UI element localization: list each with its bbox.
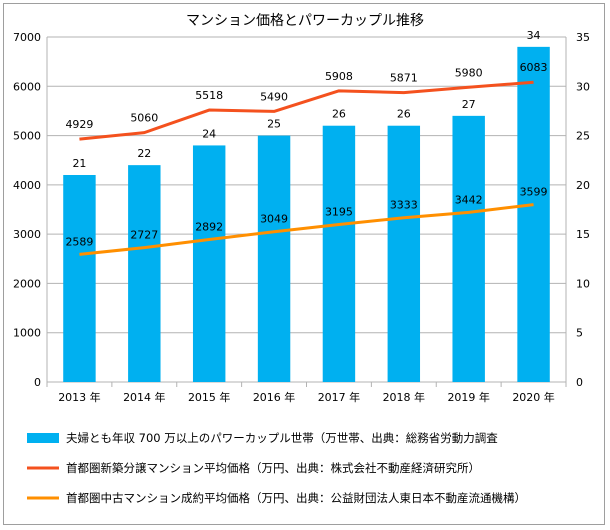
- right-axis-tick-label: 0: [576, 376, 583, 389]
- bar-series: [63, 46, 550, 382]
- line-series-path: [79, 80, 534, 141]
- legend-label: 首都圏中古マンション成約平均価格（万円、出典：公益財団法人東日本不動産流通機構）: [66, 491, 526, 505]
- line-series: [79, 80, 534, 256]
- legend-label: 首都圏新築分譲マンション平均価格（万円、出典：株式会社不動産経済研究所）: [66, 461, 480, 475]
- line-data-label: 5871: [390, 72, 418, 85]
- bar: [257, 135, 291, 382]
- chart-title: マンション価格とパワーカップル推移: [186, 13, 424, 29]
- left-axis-tick-label: 2000: [13, 277, 41, 290]
- right-axis-tick-label: 35: [576, 31, 590, 44]
- line-data-label: 6083: [520, 61, 548, 74]
- bar-data-label: 27: [462, 98, 476, 111]
- line-data-label: 3049: [260, 213, 288, 226]
- line-data-label: 5518: [195, 89, 223, 102]
- legend-swatch-bar: [27, 433, 59, 443]
- line-data-label: 2892: [195, 220, 223, 233]
- legend: 夫婦とも年収 700 万以上のパワーカップル世帯（万世帯、出典：総務省労動力調査…: [27, 431, 526, 505]
- bar: [322, 125, 356, 382]
- bar-data-label: 22: [137, 147, 151, 160]
- line-data-label: 2589: [65, 235, 93, 248]
- right-axis-tick-label: 30: [576, 80, 590, 93]
- bar-data-label: 24: [202, 127, 216, 140]
- x-axis-tick-label: 2016 年: [253, 390, 296, 404]
- bar: [387, 125, 421, 382]
- data-labels: 21 22 24 25 26 26 27 34 4929 5060 5518 5490 5908 5871…: [65, 29, 547, 249]
- left-axis-tick-label: 1000: [13, 327, 41, 340]
- line-data-label: 3599: [520, 186, 548, 199]
- bar: [192, 145, 226, 382]
- left-axis-tick-label: 3000: [13, 228, 41, 241]
- left-axis-tick-label: 0: [34, 376, 41, 389]
- line-data-label: 2727: [130, 229, 158, 242]
- x-axis-tick-label: 2014 年: [123, 390, 166, 404]
- axes: 0 0 1000 5 2000 10 3000 15 4000 20 5000 25 6000 30 700…: [13, 31, 590, 404]
- line-data-label: 3195: [325, 206, 353, 219]
- bar: [128, 165, 161, 382]
- bar: [517, 46, 550, 382]
- line-data-label: 4929: [65, 118, 93, 131]
- bar-data-label: 34: [527, 29, 541, 42]
- bar-data-label: 26: [397, 108, 411, 121]
- line-data-label: 5908: [325, 70, 353, 83]
- x-axis-tick-label: 2018 年: [383, 390, 426, 404]
- bar: [452, 115, 485, 382]
- chart-frame: [3, 3, 605, 525]
- bar: [63, 175, 96, 382]
- left-axis-tick-label: 6000: [13, 80, 41, 93]
- right-axis-tick-label: 20: [576, 179, 590, 192]
- bar-data-label: 21: [72, 157, 86, 170]
- line-data-label: 5490: [260, 90, 288, 103]
- line-data-label: 3333: [390, 199, 418, 212]
- right-axis-tick-label: 10: [576, 277, 590, 290]
- bar-data-label: 25: [267, 118, 281, 131]
- x-axis-tick-label: 2013 年: [58, 390, 101, 404]
- right-axis-tick-label: 5: [576, 327, 583, 340]
- line-series-path: [79, 203, 534, 256]
- legend-label: 夫婦とも年収 700 万以上のパワーカップル世帯（万世帯、出典：総務省労動力調査: [66, 431, 498, 445]
- x-axis-tick-label: 2015 年: [188, 390, 231, 404]
- right-axis-tick-label: 15: [576, 228, 590, 241]
- line-data-label: 5060: [130, 112, 158, 125]
- x-axis-tick-label: 2020 年: [512, 390, 555, 404]
- line-data-label: 5980: [455, 66, 483, 79]
- left-axis-tick-label: 4000: [13, 179, 41, 192]
- line-data-label: 3442: [455, 193, 483, 206]
- x-axis-tick-label: 2017 年: [318, 390, 361, 404]
- left-axis-tick-label: 7000: [13, 31, 41, 44]
- x-axis-tick-label: 2019 年: [447, 390, 490, 404]
- right-axis-tick-label: 25: [576, 130, 590, 143]
- left-axis-tick-label: 5000: [13, 130, 41, 143]
- bar-data-label: 26: [332, 108, 346, 121]
